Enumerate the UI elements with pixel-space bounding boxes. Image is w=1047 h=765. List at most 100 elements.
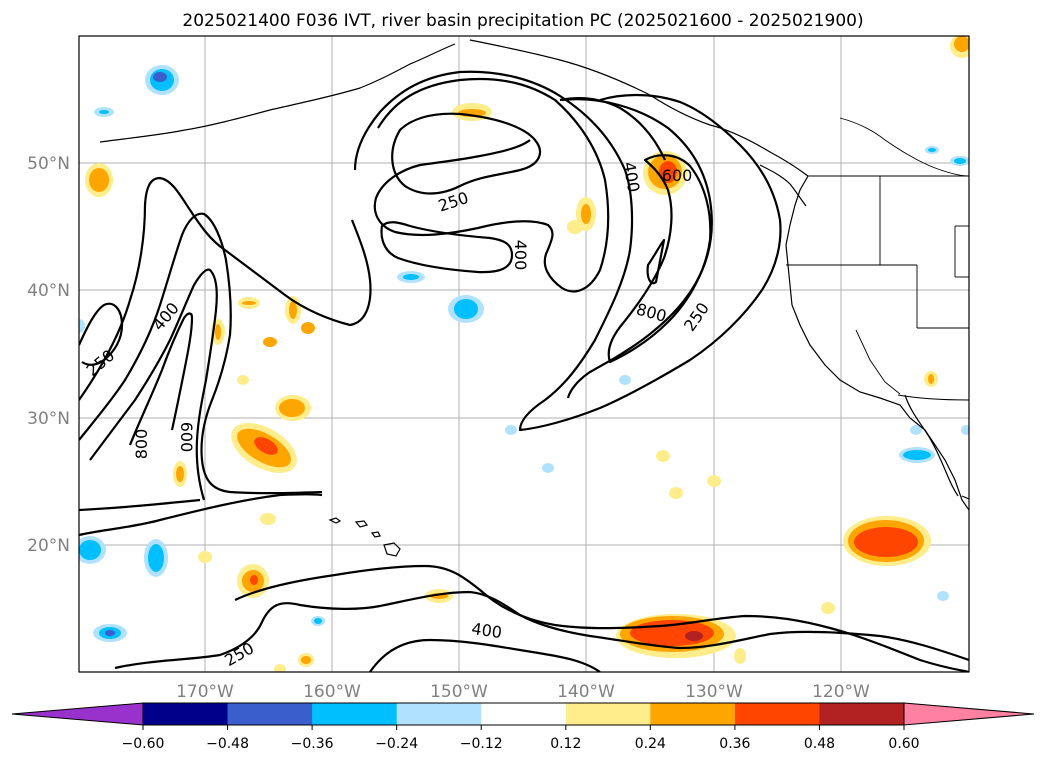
hawaii-island xyxy=(370,531,381,538)
gridlines xyxy=(79,36,969,672)
state-border xyxy=(839,117,969,177)
contour-label-400: 400 xyxy=(470,619,503,642)
colorbar-segment xyxy=(227,703,313,725)
colorbar-tick-label: 0.48 xyxy=(804,736,835,752)
pos-blob xyxy=(301,656,311,664)
lon-tick: 120°W xyxy=(812,682,870,702)
colorbar-segment xyxy=(565,703,651,725)
pos-blob xyxy=(581,204,591,224)
contour-label-600: 600 xyxy=(662,166,693,185)
colorbar-tick-label: 0.36 xyxy=(719,736,750,752)
lat-tick: 20°N xyxy=(27,536,70,556)
pos-blob xyxy=(289,301,297,319)
political-borders xyxy=(786,117,969,401)
colorbar-tick-label: 0.24 xyxy=(635,736,666,752)
contour-400-west xyxy=(79,212,323,495)
pos-blob xyxy=(659,161,677,183)
pos-blob xyxy=(707,475,721,487)
contour-600-west xyxy=(89,268,218,501)
colorbar-tick-label: −0.60 xyxy=(122,736,165,752)
pos-blob xyxy=(242,301,256,305)
lat-tick: 30°N xyxy=(27,409,70,429)
contour-400-inner xyxy=(380,221,514,274)
contour-250-north-inner xyxy=(391,112,542,195)
neg-blob xyxy=(928,148,936,152)
neg-blob xyxy=(619,375,631,385)
pos-blob xyxy=(237,375,249,385)
map-content xyxy=(79,36,969,672)
colorbar-segment xyxy=(481,703,567,725)
ca-nv-border xyxy=(855,329,901,395)
contour-250-west-lower xyxy=(79,493,323,537)
lon-tick: 150°W xyxy=(430,682,488,702)
contour-250-north xyxy=(373,77,610,293)
colorbar-over-extend xyxy=(903,702,1035,726)
colorbar-segment xyxy=(819,703,905,725)
contour-250-west-lower-2 xyxy=(79,498,201,512)
neg-blob xyxy=(314,618,322,624)
colorbar-tick-label: −0.24 xyxy=(375,736,418,752)
pos-blob xyxy=(250,575,258,585)
precip-shading xyxy=(79,36,969,672)
pos-blob xyxy=(274,664,286,672)
pos-blob xyxy=(734,648,746,664)
contour-250-south xyxy=(114,590,969,670)
lon-tick-labels: 170°W 160°W 150°W 140°W 130°W 120°W xyxy=(176,682,870,702)
contour-label-600: 600 xyxy=(177,422,196,453)
lat-tick: 50°N xyxy=(27,154,70,174)
contour-250-main xyxy=(353,70,782,432)
lon-tick: 130°W xyxy=(685,682,743,702)
neg-blob xyxy=(910,425,922,435)
contour-labels: 250 400 400 600 800 250 400 250 800 600 … xyxy=(83,160,713,670)
pos-blob xyxy=(263,337,277,347)
colorbar-segment xyxy=(650,703,736,725)
pos-blob xyxy=(669,487,683,499)
colorbar-under-extend xyxy=(11,702,144,726)
contour-800-west xyxy=(128,312,194,446)
pos-blob xyxy=(567,220,583,234)
neg-blob xyxy=(505,425,517,435)
colorbar-ticks: −0.60 −0.48 −0.36 −0.24 −0.12 0.12 0.24 0.36 0.4… xyxy=(122,725,920,752)
aleutian-alaska-coast xyxy=(99,43,456,143)
hawaii-island xyxy=(328,517,342,524)
pos-blob xyxy=(215,324,221,340)
colorbar-segment xyxy=(734,703,820,725)
lon-tick: 140°W xyxy=(557,682,615,702)
neg-blob xyxy=(903,450,931,460)
lon-tick: 160°W xyxy=(303,682,361,702)
neg-blob xyxy=(454,299,478,319)
alaska-panhandle-coast xyxy=(469,39,809,177)
neg-blob xyxy=(542,463,554,473)
pos-blob xyxy=(854,527,918,557)
contour-label-400: 400 xyxy=(511,240,530,271)
contour-400-south-inner xyxy=(369,638,601,672)
colorbar-segment xyxy=(143,703,229,725)
pos-blob xyxy=(260,513,276,525)
pos-blob xyxy=(821,602,835,614)
colorbar-segment xyxy=(396,703,482,725)
neg-blob xyxy=(403,274,419,280)
neg-blob xyxy=(79,540,101,560)
colorbar-segments xyxy=(143,703,905,725)
lat-tick: 40°N xyxy=(27,281,70,301)
west-coast xyxy=(785,175,969,511)
mexico-coast xyxy=(961,495,969,500)
neg-blob xyxy=(961,425,969,435)
pos-blob xyxy=(89,168,109,192)
contour-250-west xyxy=(79,176,372,401)
neg-blob xyxy=(99,110,109,114)
coastlines xyxy=(99,39,969,557)
pos-blob xyxy=(928,374,934,384)
pos-blob xyxy=(198,551,212,563)
baja-coast xyxy=(904,394,959,497)
neg-blob xyxy=(79,319,85,333)
colorbar-tick-label: −0.48 xyxy=(206,736,249,752)
neg-blob xyxy=(105,630,115,636)
map-frame xyxy=(78,35,970,673)
pos-blob xyxy=(279,399,305,417)
colorbar-segment xyxy=(312,703,398,725)
pos-blob xyxy=(685,631,703,641)
pos-blob xyxy=(954,36,969,52)
lon-tick: 170°W xyxy=(176,682,234,702)
